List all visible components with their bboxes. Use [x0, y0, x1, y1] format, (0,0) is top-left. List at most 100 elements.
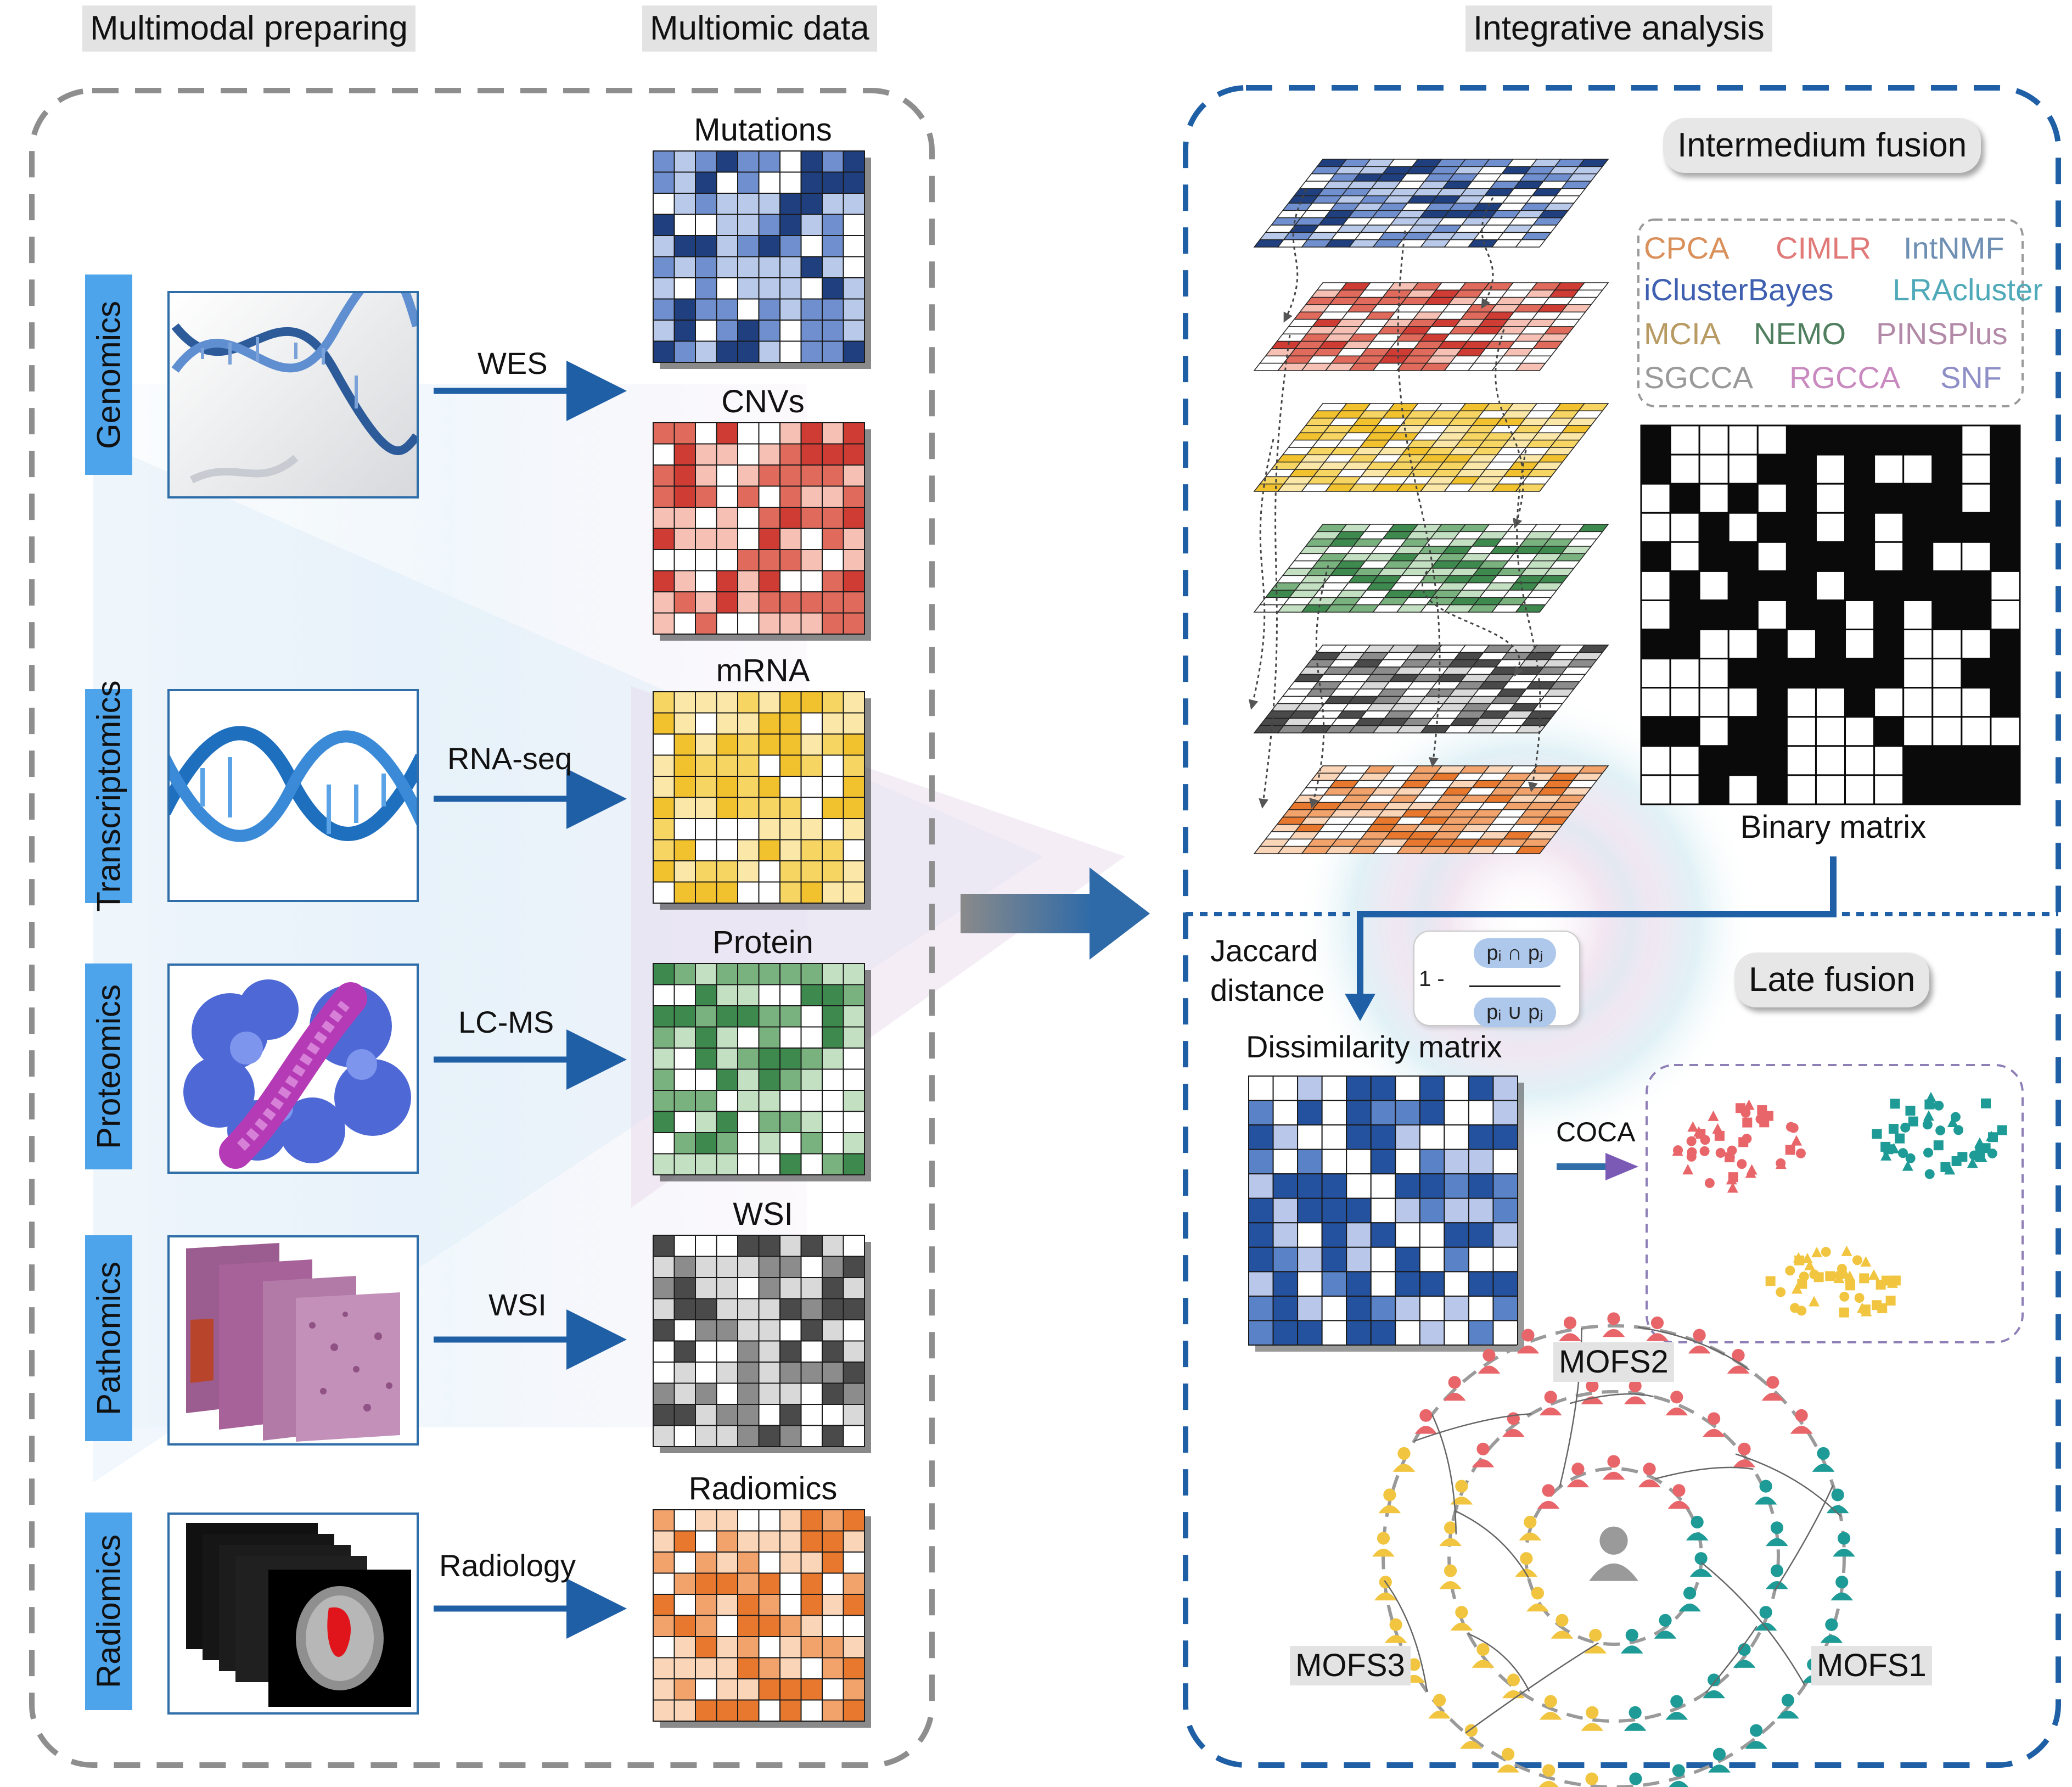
person-icon [1686, 1515, 1709, 1540]
matrix-cell [843, 1382, 865, 1405]
stack-cell [1577, 282, 1609, 291]
dissim-cell [1395, 1173, 1420, 1199]
dissim-cell [1468, 1149, 1494, 1175]
person-body [1384, 1635, 1407, 1643]
matrix-cell [673, 1509, 696, 1532]
matrix-cell [653, 1699, 675, 1722]
omic-matrix [653, 150, 871, 369]
matrix-cell [843, 214, 865, 236]
matrix-cell [843, 340, 865, 363]
matrix-cell [758, 214, 780, 236]
matrix-cell [843, 1153, 865, 1175]
cluster-point [1727, 1182, 1738, 1193]
person-head [1770, 1521, 1784, 1534]
person-body [1766, 1538, 1788, 1547]
dissim-cell [1272, 1173, 1299, 1199]
person-body [1497, 1764, 1519, 1773]
matrix-cell [800, 754, 823, 777]
binary-cell [1815, 512, 1846, 543]
person-icon [1678, 1587, 1701, 1612]
person-body [1777, 1710, 1799, 1719]
binary-cell [1990, 716, 2021, 747]
stack-cell [1566, 659, 1598, 668]
matrix-cell [716, 1026, 738, 1049]
stack-cell [1555, 674, 1586, 682]
matrix-cell [737, 1026, 760, 1049]
dissim-cell [1272, 1075, 1299, 1101]
tab-label: Pathomics [90, 1261, 127, 1415]
binary-cell [1727, 774, 1759, 805]
matrix-cell [653, 1319, 675, 1342]
binary-cell [1815, 424, 1846, 456]
matrix-cell [758, 1699, 780, 1722]
cluster-point [1809, 1296, 1820, 1307]
matrix-cell [653, 507, 675, 529]
matrix-cell [800, 839, 823, 861]
dissim-cell [1468, 1075, 1494, 1101]
person-head [1599, 1526, 1628, 1555]
matrix-cell [653, 881, 675, 904]
binary-cell [1873, 716, 1905, 747]
person-icon [1754, 1480, 1777, 1505]
matrix-cell [695, 963, 717, 985]
stack-cell [1560, 304, 1592, 313]
binary-cell [1815, 658, 1846, 689]
matrix-cell [673, 1594, 696, 1616]
matrix-cell [800, 507, 823, 529]
cluster-point [1854, 1293, 1865, 1303]
matrix-cell [800, 733, 823, 756]
binary-cell [1785, 570, 1817, 601]
dissim-cell [1248, 1075, 1274, 1101]
matrix-cell [800, 1594, 823, 1616]
cluster-point [1885, 1296, 1896, 1306]
person-head [1448, 1376, 1461, 1389]
matrix-cell [779, 1256, 802, 1278]
cluster-point [1905, 1106, 1916, 1116]
binary-cell [1990, 453, 2021, 485]
cluster-point [1934, 1100, 1944, 1111]
binary-cell [1961, 453, 1992, 485]
matrix-cell [800, 298, 823, 321]
person-icon [1581, 1706, 1604, 1731]
assay-label-rna-seq: RNA-seq [447, 741, 572, 776]
matrix-cell [800, 1277, 823, 1299]
binary-cell [1756, 453, 1788, 485]
tab-radiomics: Radiomics [85, 1512, 132, 1710]
matrix-cell [800, 776, 823, 798]
cluster-point [1712, 1123, 1723, 1134]
person-icon [1727, 1349, 1750, 1374]
matrix-cell [695, 1509, 717, 1532]
cluster-group [1872, 1091, 2007, 1179]
matrix-cell [653, 1551, 675, 1574]
subtype-label-mofs3: MOFS3 [1290, 1646, 1411, 1685]
cluster-point [1860, 1256, 1872, 1267]
person-body [1820, 1635, 1843, 1643]
dissim-cell [1321, 1173, 1347, 1199]
matrix-cell [653, 1594, 675, 1616]
matrix-cell [758, 591, 780, 614]
person-head [1521, 1329, 1535, 1342]
binary-cell [1756, 512, 1788, 543]
matrix-cell [716, 1404, 738, 1426]
matrix-cell [716, 320, 738, 342]
stack-cell [1566, 538, 1598, 547]
right-frame [1183, 85, 2061, 1768]
jaccard-label-line2: distance [1210, 973, 1325, 1007]
dissim-cell [1297, 1246, 1323, 1273]
matrix-cell [653, 464, 675, 487]
matrix-cell [779, 839, 802, 861]
matrix-cell [653, 1362, 675, 1384]
assay-label-lc-ms: LC-MS [458, 1005, 554, 1039]
omic-matrix [653, 1235, 871, 1453]
person-head [1397, 1447, 1411, 1460]
binary-cell [1640, 599, 1671, 631]
binary-cell [1844, 453, 1876, 485]
binary-cell [1931, 512, 1963, 543]
matrix-cell [653, 984, 675, 1006]
dissim-cell [1297, 1075, 1323, 1101]
matrix-cell [843, 1005, 865, 1028]
matrix-cell [695, 1699, 717, 1722]
stack-cell [1572, 166, 1604, 175]
matrix-cell [695, 733, 717, 756]
